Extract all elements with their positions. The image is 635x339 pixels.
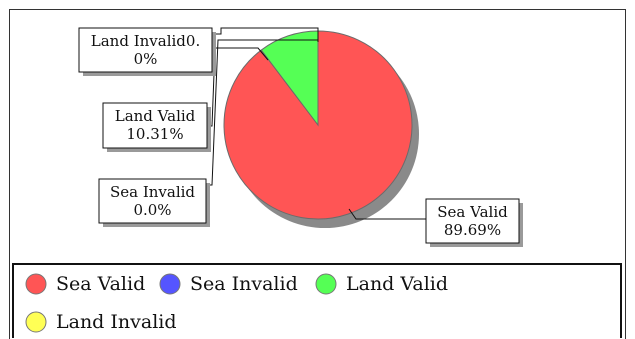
legend-label-sea-valid: Sea Valid [56, 273, 145, 295]
callout-sea-valid: Sea Valid 89.69% [348, 198, 523, 247]
legend-label-land-valid: Land Valid [346, 273, 448, 295]
legend-swatch-sea-invalid [159, 273, 181, 295]
data-label-sea-invalid: Sea Invalid 0.0% [110, 183, 195, 219]
callout-sea-invalid: Sea Invalid 0.0% [98, 32, 319, 227]
legend-swatch-land-valid [315, 273, 337, 295]
label-box [425, 198, 520, 244]
data-label-land-valid: Land Valid 10.31% [115, 107, 196, 143]
label-box [78, 27, 213, 73]
label-box [102, 102, 208, 149]
leader-line-sea-valid [348, 208, 426, 220]
leader-line-land-invalid [212, 27, 319, 42]
legend-box [12, 263, 622, 338]
legend-label-land-invalid: Land Invalid [56, 311, 177, 333]
legend-label-sea-invalid: Sea Invalid [190, 273, 298, 295]
data-label-sea-valid: Sea Valid 89.69% [437, 203, 508, 239]
legend-item-land-valid: Land Valid [315, 273, 448, 295]
data-label-land-invalid: Land Invalid0. 0% [91, 32, 200, 68]
legend-swatch-sea-valid [25, 273, 47, 295]
legend-item-land-invalid: Land Invalid [25, 311, 177, 333]
legend-swatch-land-invalid [25, 311, 47, 333]
legend-item-sea-invalid: Sea Invalid [159, 273, 298, 295]
label-box [98, 178, 207, 224]
callout-land-invalid: Land Invalid0. 0% [78, 27, 319, 76]
legend-item-sea-valid: Sea Valid [25, 273, 145, 295]
callout-land-valid: Land Valid 10.31% [102, 47, 269, 152]
